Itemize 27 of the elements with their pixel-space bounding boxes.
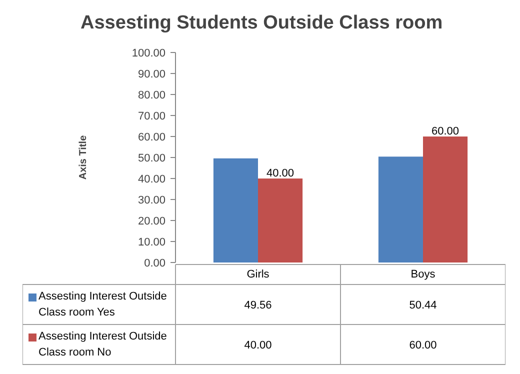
y-tick-label: 30.00 [138, 194, 166, 206]
y-tick-label: 0.00 [144, 258, 166, 270]
y-tick-label: 90.00 [138, 68, 166, 80]
bar [378, 156, 423, 262]
y-tick-label: 100.00 [132, 48, 166, 60]
data-label: 60.00 [409, 340, 437, 352]
bar [258, 178, 303, 262]
data-label: 49.56 [244, 300, 272, 312]
chart-title: Assesting Students Outside Class room [80, 12, 443, 34]
y-tick-label: 80.00 [138, 90, 166, 102]
data-label: 40.00 [244, 340, 272, 352]
data-label: 50.44 [409, 300, 437, 312]
legend-label: Assesting Interest Outside Class room No [38, 330, 167, 358]
bar [213, 158, 258, 262]
y-tick-label: 50.00 [138, 152, 166, 164]
y-axis-title: Axis Title [78, 134, 89, 180]
x-tick-label: Girls [246, 268, 270, 280]
y-tick-label: 70.00 [138, 110, 166, 122]
y-tick-label: 20.00 [138, 216, 166, 228]
y-tick-label: 60.00 [138, 132, 166, 144]
x-tick-label: Boys [410, 268, 436, 280]
legend-label: Assesting Interest Outside Class room Yes [38, 290, 167, 318]
y-tick-label: 40.00 [138, 174, 166, 186]
annotation: 60.00 [432, 126, 460, 138]
y-tick-label: 10.00 [138, 236, 166, 248]
bar [423, 136, 468, 262]
annotation: 40.00 [266, 168, 294, 180]
